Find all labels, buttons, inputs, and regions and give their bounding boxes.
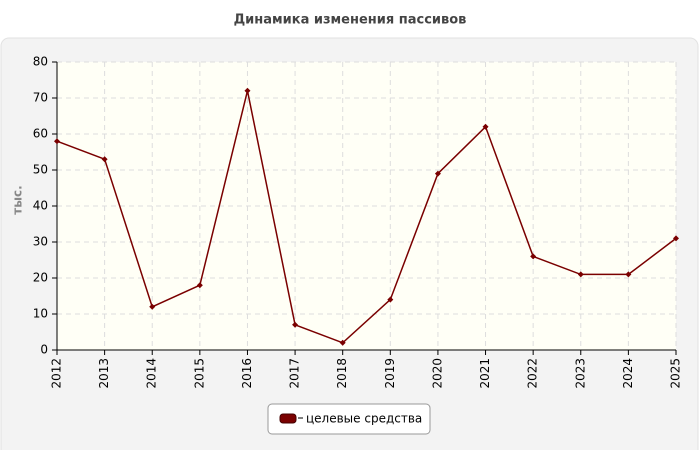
x-tick-label: 2023 (573, 358, 587, 389)
y-tick-label: 80 (33, 55, 48, 69)
chart-title: Динамика изменения пассивов (234, 13, 467, 28)
y-tick-label: 0 (40, 343, 48, 357)
line (56, 90, 677, 344)
x-tick-label: 2021 (478, 358, 492, 389)
x-tick-label: 2024 (621, 358, 635, 389)
x-tick-label: 2020 (430, 358, 444, 389)
x-tick-label: 2012 (50, 358, 64, 389)
legend-swatch (279, 413, 297, 424)
y-tick-label: 30 (33, 235, 48, 249)
marker (54, 138, 60, 145)
x-tick-label: 2017 (288, 358, 302, 389)
marker (196, 282, 203, 289)
x-tick-label: 2014 (145, 358, 159, 389)
marker (625, 271, 632, 278)
y-tick-label: 60 (33, 127, 48, 141)
y-tick-label: 70 (33, 91, 48, 105)
legend-label: целевые средства (306, 412, 422, 426)
marker (101, 156, 108, 163)
marker (577, 271, 584, 278)
x-tick-label: 2018 (335, 358, 349, 389)
x-tick-label: 2019 (383, 358, 397, 389)
x-tick-label: 2016 (240, 358, 254, 389)
marker (673, 235, 679, 242)
x-tick-label: 2025 (669, 358, 683, 389)
marker (482, 123, 489, 130)
y-tick-label: 20 (33, 271, 48, 285)
y-tick-label: 10 (33, 307, 48, 321)
legend (267, 403, 431, 435)
x-tick-label: 2022 (526, 358, 540, 389)
marker (434, 170, 441, 177)
marker (530, 253, 537, 260)
x-tick-label: 2013 (97, 358, 111, 389)
y-tick-label: 50 (33, 163, 48, 177)
marker (244, 87, 251, 94)
marker (387, 296, 394, 303)
y-tick-label: 40 (33, 199, 48, 213)
marker (339, 339, 346, 346)
marker (292, 321, 299, 328)
x-tick-label: 2015 (192, 358, 206, 389)
y-axis-label: тыс. (11, 185, 25, 214)
marker (149, 303, 156, 310)
